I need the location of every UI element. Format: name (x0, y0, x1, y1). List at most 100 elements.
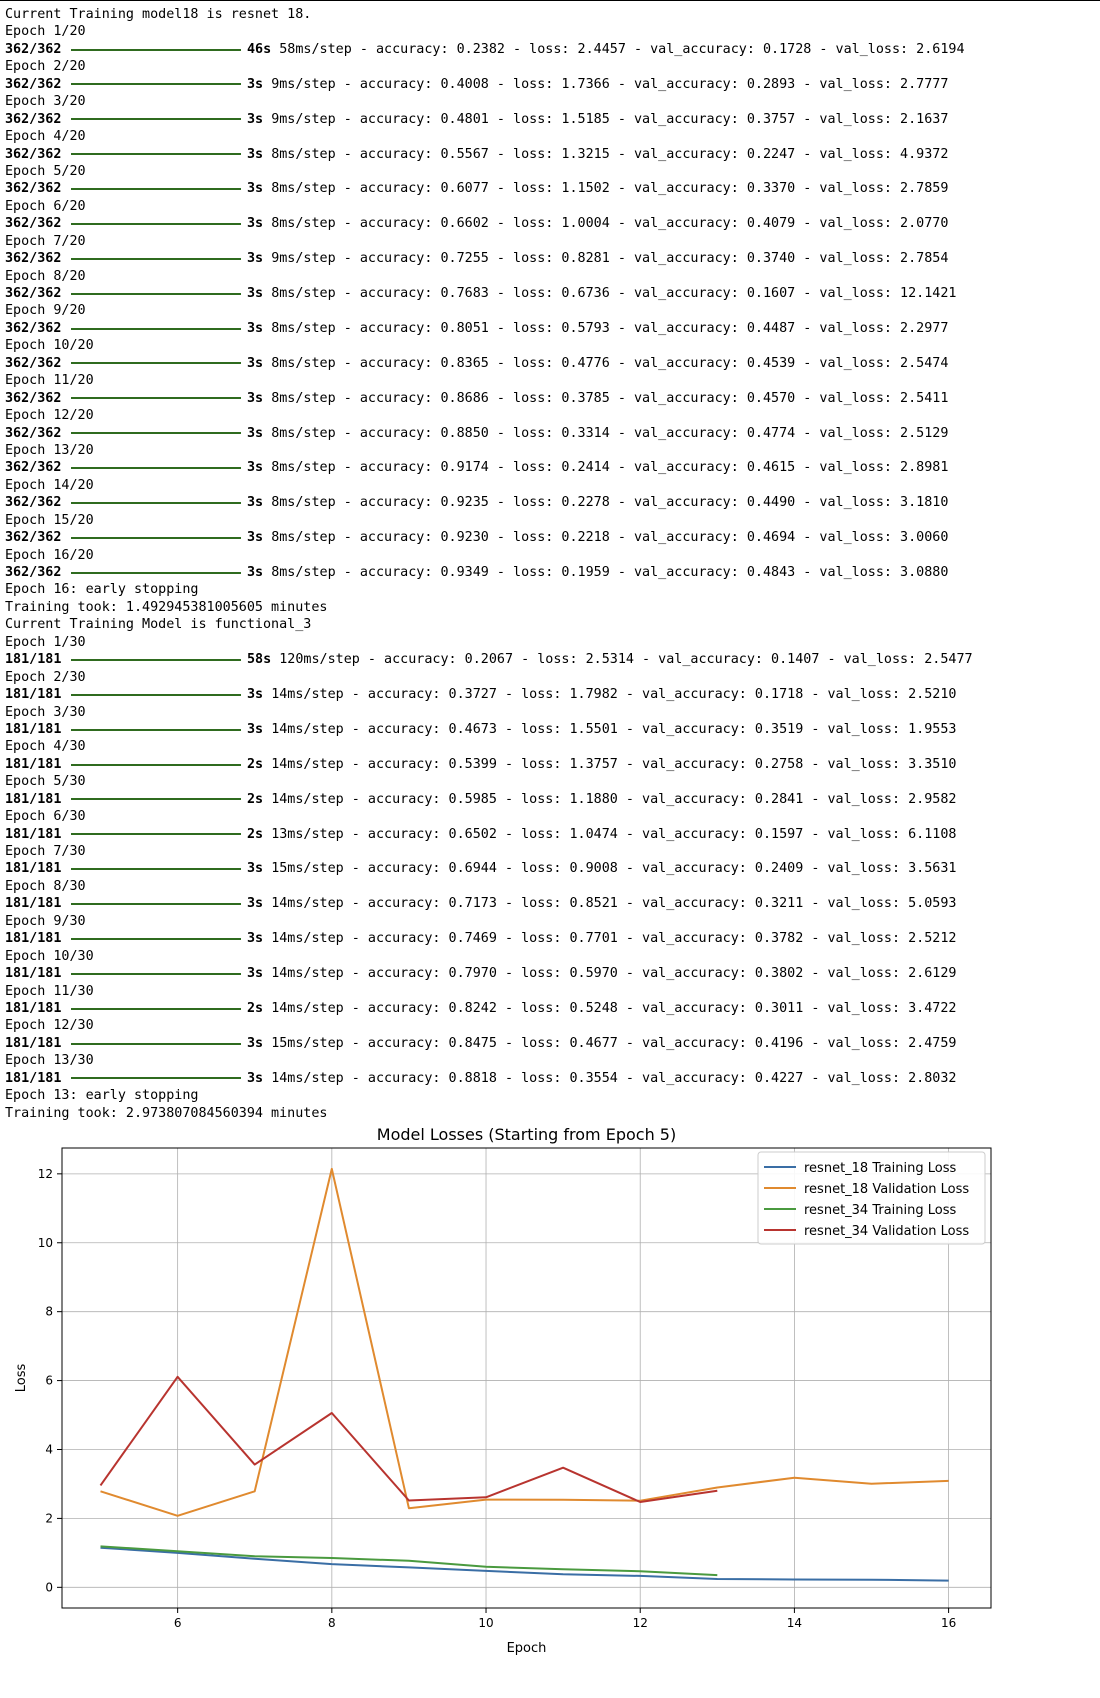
epoch-time: 3s (247, 460, 264, 476)
epoch-label: Epoch 12/30 (5, 1018, 94, 1034)
epoch-label: Epoch 8/20 (5, 268, 86, 284)
step-count: 362/362 (5, 565, 62, 580)
progress-line: 362/362 3s 8ms/step - accuracy: 0.6602 - … (5, 215, 1095, 232)
epoch-label: Epoch 4/20 (5, 129, 86, 145)
epoch-metrics: 120ms/step - accuracy: 0.2067 - loss: 2.… (279, 652, 973, 668)
progress-bar (71, 48, 241, 51)
progress-bar (71, 501, 241, 504)
epoch-label: Epoch 14/20 (5, 477, 94, 493)
progress-line: 181/181 3s 14ms/step - accuracy: 0.7469 -… (5, 930, 1095, 947)
progress-line: 362/362 3s 8ms/step - accuracy: 0.9230 - … (5, 529, 1095, 546)
progress-bar (71, 397, 241, 400)
progress-bar (71, 257, 241, 260)
x-tick-label: 6 (174, 1616, 182, 1630)
epoch-metrics: 14ms/step - accuracy: 0.7469 - loss: 0.7… (271, 931, 957, 947)
epoch-time: 3s (247, 896, 264, 912)
step-count: 181/181 (5, 756, 62, 772)
epoch-time: 3s (247, 355, 264, 371)
epoch-metrics: 8ms/step - accuracy: 0.8051 - loss: 0.57… (271, 320, 949, 336)
step-count: 362/362 (5, 286, 62, 301)
epoch-label: Epoch 2/30 (5, 669, 86, 685)
progress-line: 181/181 2s 14ms/step - accuracy: 0.8242 -… (5, 1000, 1095, 1017)
epoch-time: 3s (247, 320, 264, 336)
epoch-time: 3s (247, 861, 264, 877)
epoch-label: Epoch 15/20 (5, 512, 94, 528)
x-tick-label: 10 (478, 1616, 493, 1630)
progress-line: 362/362 3s 8ms/step - accuracy: 0.9349 - … (5, 564, 1095, 581)
progress-bar (71, 972, 241, 975)
x-tick-label: 8 (328, 1616, 336, 1630)
epoch-time: 3s (247, 181, 264, 197)
run-header: Current Training model18 is resnet 18. (5, 7, 312, 22)
progress-line: 362/362 3s 8ms/step - accuracy: 0.8850 - … (5, 425, 1095, 442)
epoch-time: 3s (247, 530, 264, 546)
epoch-label: Epoch 1/20 (5, 24, 86, 40)
epoch-time: 3s (247, 216, 264, 232)
epoch-metrics: 14ms/step - accuracy: 0.5985 - loss: 1.1… (271, 791, 957, 807)
epoch-time: 3s (247, 251, 264, 267)
epoch-metrics: 14ms/step - accuracy: 0.5399 - loss: 1.3… (271, 756, 957, 772)
epoch-label: Epoch 3/20 (5, 94, 86, 110)
epoch-metrics: 8ms/step - accuracy: 0.8365 - loss: 0.47… (271, 355, 949, 371)
training-time-msg: Training took: 1.492945381005605 minutes (5, 599, 328, 615)
epoch-time: 3s (247, 425, 264, 441)
epoch-label: Epoch 2/20 (5, 59, 86, 75)
epoch-metrics: 8ms/step - accuracy: 0.5567 - loss: 1.32… (271, 146, 949, 162)
progress-bar (71, 1077, 241, 1080)
epoch-metrics: 8ms/step - accuracy: 0.7683 - loss: 0.67… (271, 286, 957, 301)
chart-title: Model Losses (Starting from Epoch 5) (377, 1125, 676, 1144)
progress-bar (71, 536, 241, 539)
progress-line: 181/181 3s 15ms/step - accuracy: 0.8475 -… (5, 1035, 1095, 1052)
step-count: 362/362 (5, 181, 62, 197)
legend-box (757, 1151, 986, 1245)
y-tick-label: 2 (45, 1511, 53, 1525)
y-tick-label: 0 (45, 1580, 53, 1594)
progress-line: 181/181 3s 14ms/step - accuracy: 0.3727 -… (5, 686, 1095, 703)
epoch-label: Epoch 6/20 (5, 198, 86, 214)
epoch-time: 3s (247, 111, 264, 127)
step-count: 362/362 (5, 320, 62, 336)
step-count: 181/181 (5, 791, 62, 807)
step-count: 362/362 (5, 355, 62, 371)
epoch-time: 3s (247, 721, 264, 737)
epoch-metrics: 8ms/step - accuracy: 0.6077 - loss: 1.15… (271, 181, 949, 197)
training-time-msg: Training took: 2.973807084560394 minutes (5, 1105, 328, 1121)
progress-bar (71, 432, 241, 435)
epoch-time: 2s (247, 791, 264, 807)
step-count: 181/181 (5, 861, 62, 877)
progress-line: 362/362 3s 9ms/step - accuracy: 0.4008 - … (5, 76, 1095, 93)
progress-bar (71, 903, 241, 906)
progress-line: 362/362 3s 8ms/step - accuracy: 0.6077 - … (5, 180, 1095, 197)
epoch-time: 3s (247, 390, 264, 406)
series-line-resnet-34-training-loss (100, 1545, 718, 1577)
epoch-metrics: 9ms/step - accuracy: 0.7255 - loss: 0.82… (271, 251, 949, 267)
epoch-metrics: 15ms/step - accuracy: 0.8475 - loss: 0.4… (271, 1035, 957, 1051)
early-stop-msg: Epoch 13: early stopping (5, 1088, 199, 1104)
epoch-metrics: 9ms/step - accuracy: 0.4008 - loss: 1.73… (271, 76, 949, 92)
epoch-metrics: 8ms/step - accuracy: 0.8686 - loss: 0.37… (271, 390, 949, 406)
step-count: 362/362 (5, 460, 62, 476)
epoch-label: Epoch 7/30 (5, 844, 86, 859)
y-tick-label: 12 (38, 1167, 53, 1181)
epoch-label: Epoch 9/30 (5, 913, 86, 929)
y-tick-label: 4 (45, 1442, 53, 1456)
progress-line: 181/181 58s 120ms/step - accuracy: 0.2067… (5, 651, 1095, 668)
legend-entry: resnet_18 Validation Loss (804, 1182, 969, 1197)
progress-line: 181/181 2s 14ms/step - accuracy: 0.5399 -… (5, 756, 1095, 773)
epoch-label: Epoch 11/30 (5, 983, 94, 999)
progress-bar (71, 292, 241, 295)
epoch-label: Epoch 3/30 (5, 704, 86, 720)
progress-line: 181/181 3s 14ms/step - accuracy: 0.7173 -… (5, 895, 1095, 912)
step-count: 362/362 (5, 530, 62, 546)
epoch-metrics: 13ms/step - accuracy: 0.6502 - loss: 1.0… (271, 826, 957, 842)
epoch-metrics: 14ms/step - accuracy: 0.8818 - loss: 0.3… (271, 1070, 957, 1086)
progress-bar (71, 571, 241, 574)
epoch-metrics: 8ms/step - accuracy: 0.8850 - loss: 0.33… (271, 425, 949, 441)
epoch-time: 3s (247, 931, 264, 947)
step-count: 181/181 (5, 1035, 62, 1051)
legend-entry: resnet_34 Validation Loss (804, 1224, 969, 1239)
epoch-metrics: 9ms/step - accuracy: 0.4801 - loss: 1.51… (271, 111, 949, 127)
epoch-label: Epoch 4/30 (5, 739, 86, 755)
progress-bar (71, 188, 241, 191)
progress-line: 362/362 46s 58ms/step - accuracy: 0.2382 … (5, 41, 1095, 58)
